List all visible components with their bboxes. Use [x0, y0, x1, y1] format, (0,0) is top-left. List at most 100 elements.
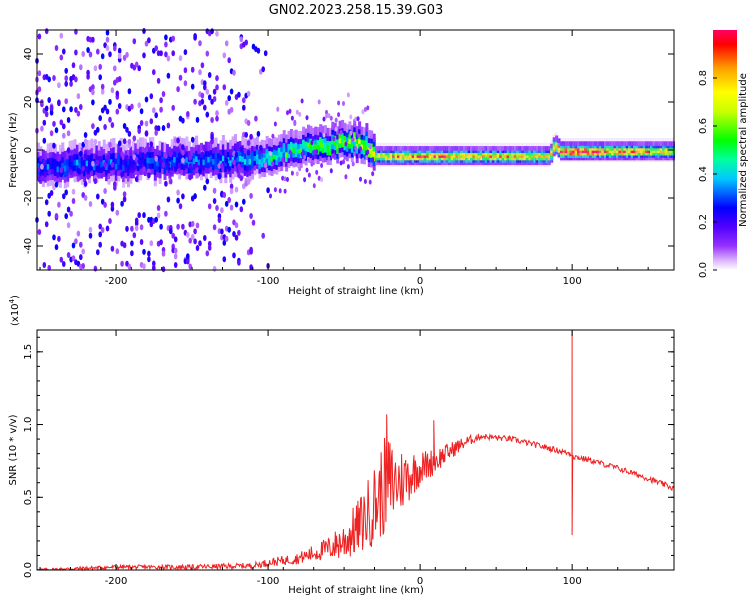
spectrogram-cell [200, 98, 205, 105]
spectrogram-cell [307, 143, 310, 153]
spectrogram-cell [243, 138, 247, 148]
spectrogram-cell [293, 121, 297, 127]
spectrogram-cell [640, 148, 644, 154]
spectrogram-cell [127, 161, 130, 171]
spectrogram-cell [273, 187, 277, 193]
spectrogram-cell [467, 148, 471, 154]
spectrogram-cell [615, 141, 619, 146]
spectrogram-cell [265, 150, 269, 159]
spectrogram-cell [662, 148, 666, 154]
spectrogram-cell [591, 141, 595, 146]
spectrogram-cell [66, 166, 70, 177]
spectrogram-cell [399, 150, 403, 156]
colorbar-gradient [713, 30, 737, 270]
spectrogram-cell [47, 210, 51, 217]
spectrogram-cell [144, 149, 147, 160]
spectrogram-cell [302, 145, 306, 155]
spectrogram-cell [88, 157, 92, 167]
spectrogram-cell [105, 149, 109, 159]
spectrogram-cell [589, 153, 593, 158]
spectrogram-cell [270, 143, 274, 152]
spectrogram-cell [567, 153, 571, 158]
spectrogram-cell [164, 152, 168, 159]
spectrogram-cell [66, 206, 71, 213]
spectrogram-cell [372, 152, 376, 162]
spectrogram-cell [328, 156, 332, 166]
spectrogram-cell [309, 154, 313, 163]
spectrogram-cell [406, 155, 410, 161]
spectrogram-cell [148, 143, 152, 153]
spectrogram-cell [287, 140, 291, 149]
spectrogram-cell [667, 141, 670, 146]
spectrogram-cell [215, 205, 219, 211]
spectrogram-cell [93, 178, 98, 185]
spectrogram-cell [52, 234, 56, 241]
spectrogram-cell [326, 137, 330, 146]
spectrogram-cell [450, 158, 454, 163]
spectrogram-cell [214, 171, 218, 181]
spectrogram-cell [491, 160, 495, 166]
spectrogram-cell [338, 130, 342, 139]
spectrogram-cell [654, 141, 658, 146]
spectrogram-cell [344, 141, 348, 147]
spectrogram-cell [360, 145, 364, 155]
spectrogram-cell [281, 157, 285, 163]
spectrogram-cell [58, 156, 62, 166]
spectrogram-cell [630, 150, 634, 156]
spectrogram-cell [384, 155, 388, 161]
spectrogram-cell [181, 157, 185, 164]
spectrogram-cell [360, 136, 364, 145]
spectrogram-cell [633, 143, 636, 149]
spectrogram-cell [348, 150, 352, 159]
spectrogram-cell [203, 104, 207, 111]
spectrogram-cell [435, 146, 439, 151]
spectrogram-cell [272, 141, 276, 150]
spectrogram-cell [110, 161, 115, 168]
spectrogram-cell [594, 155, 597, 161]
spectrogram-cell [324, 144, 327, 153]
spectrogram-cell [105, 154, 110, 161]
spectrogram-cell [117, 149, 121, 160]
spectrogram-cell [494, 158, 498, 163]
spectrogram-cell [606, 138, 609, 162]
spectrogram-cell [421, 158, 425, 163]
spectrogram-cell [270, 153, 274, 162]
spectrogram-cell [142, 248, 146, 255]
spectrogram-cell [166, 72, 171, 79]
spectrogram-cell [462, 160, 466, 166]
spectrogram-cell [591, 148, 595, 154]
spectrogram-cell [91, 123, 95, 130]
spectrogram-cell [231, 170, 235, 180]
spectrogram-cell [319, 138, 323, 147]
spectrogram-cell [324, 139, 327, 148]
spectrogram-cell [423, 158, 427, 163]
spectrogram-cell [448, 155, 452, 161]
spectrogram-cell [71, 62, 76, 69]
spectrogram-cell [229, 204, 234, 211]
spectrogram-cell [294, 129, 298, 138]
spectrogram-cell [122, 196, 127, 203]
spectrogram-cell [78, 159, 82, 169]
spectrogram-cell [409, 148, 413, 154]
spectrogram-cell [467, 155, 471, 161]
spectrogram-cell [297, 150, 301, 159]
spectrogram-cell [472, 155, 476, 161]
spectrogram-cell [657, 146, 661, 151]
spectrogram-cell [433, 155, 437, 161]
spectrogram-cell [533, 155, 537, 161]
spectrogram-cell [375, 150, 379, 156]
spectrogram-cell [78, 170, 82, 181]
spectrogram-cell [292, 140, 296, 149]
spectrogram-cell [146, 153, 150, 164]
spectrogram-cell [572, 138, 575, 162]
spectrogram-cell [205, 50, 210, 57]
spectrogram-cell [382, 150, 386, 156]
spectrogram-cell [44, 162, 48, 172]
spectrogram-cell [345, 124, 349, 133]
spectrogram-cell [103, 161, 107, 168]
spectrogram-cell [455, 142, 458, 167]
spectrogram-cell [98, 241, 102, 248]
spectrogram-cell [392, 150, 396, 156]
spectrogram-cell [445, 160, 449, 166]
